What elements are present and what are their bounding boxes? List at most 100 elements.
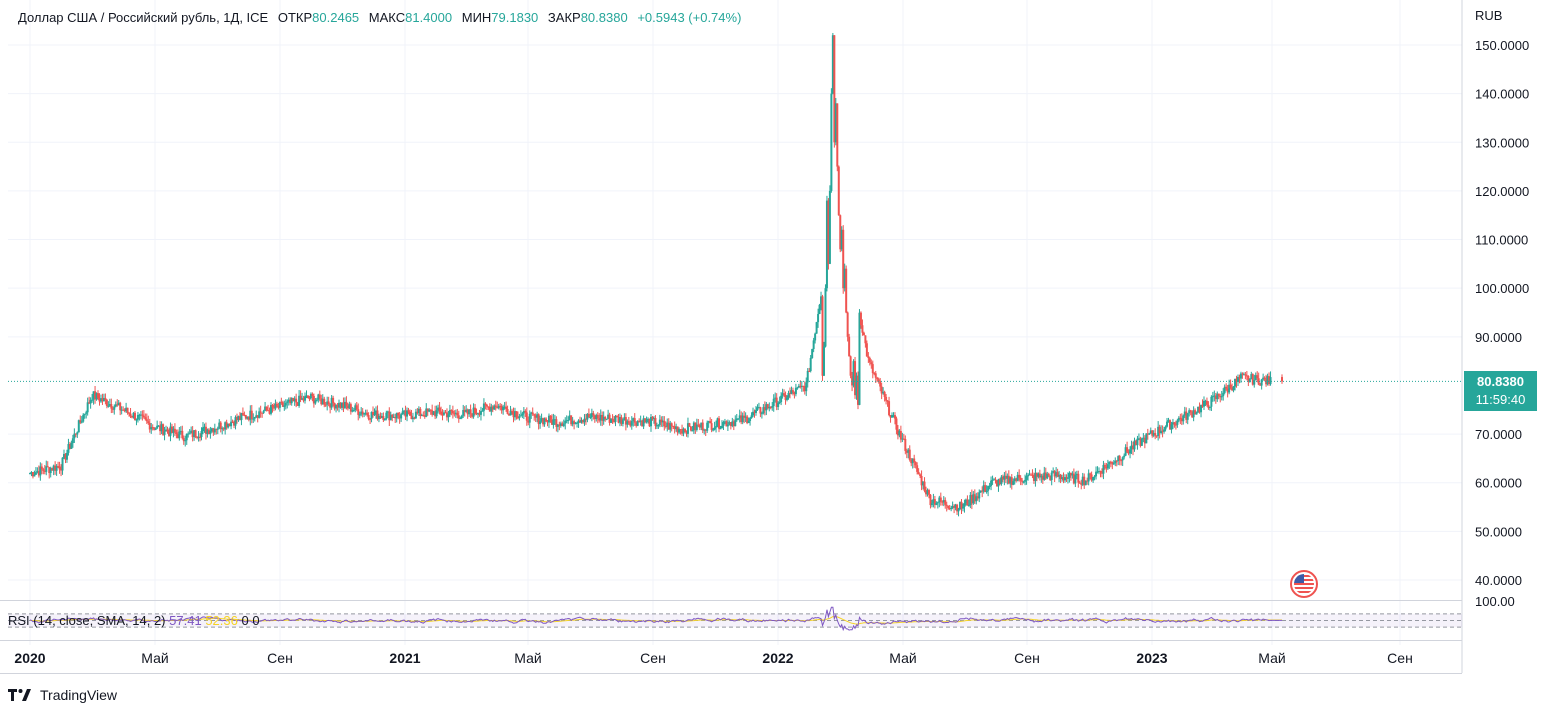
candle-body xyxy=(414,411,417,419)
candle-body xyxy=(1216,393,1219,400)
candle-body xyxy=(964,499,967,504)
candle-body xyxy=(661,420,664,423)
candle-body xyxy=(404,410,407,417)
candle-body xyxy=(292,397,295,402)
candle-body xyxy=(731,421,734,426)
candle-body xyxy=(743,415,746,418)
brand-logo[interactable]: TradingView xyxy=(8,687,117,703)
candle-body xyxy=(1031,474,1034,476)
candle-body xyxy=(63,453,66,458)
candle-body xyxy=(976,496,979,499)
candle-body xyxy=(765,404,768,411)
candle-body xyxy=(491,406,494,410)
close-label: ЗАКР xyxy=(547,10,581,25)
candle-body xyxy=(985,490,988,493)
candle-body xyxy=(200,431,203,438)
candle-body xyxy=(324,404,327,406)
symbol-title[interactable]: Доллар США / Российский рубль, 1Д, ICE xyxy=(18,10,269,25)
candle-body xyxy=(508,413,511,416)
candle-body xyxy=(397,412,400,416)
candle-body xyxy=(1075,473,1078,476)
candle-body xyxy=(1103,464,1106,467)
candle-body xyxy=(562,423,565,426)
candle-body xyxy=(876,377,879,380)
candle-body xyxy=(345,401,348,406)
candle-body xyxy=(547,415,550,423)
candle-body xyxy=(314,400,317,404)
time-tick-label: 2021 xyxy=(389,650,420,666)
candle-body xyxy=(1112,463,1115,465)
candle-body xyxy=(587,413,590,418)
candle-body xyxy=(790,390,793,394)
candle-body xyxy=(911,458,914,464)
candle-body xyxy=(1024,479,1027,482)
candle-body xyxy=(753,411,756,413)
candle-body xyxy=(144,417,147,420)
candle-body xyxy=(678,429,681,433)
candle-body xyxy=(518,416,521,418)
candle-body xyxy=(131,416,134,418)
candle-body xyxy=(604,416,607,420)
candle-body xyxy=(775,397,778,407)
time-tick-label: 2023 xyxy=(1136,650,1167,666)
candle-body xyxy=(806,370,809,383)
candle-body xyxy=(675,426,678,430)
candle-body xyxy=(660,419,663,423)
candle-body xyxy=(537,414,540,425)
candle-body xyxy=(567,420,570,422)
candle-body xyxy=(437,407,440,411)
candle-body xyxy=(264,406,267,411)
candle-body xyxy=(752,411,755,416)
candle-body xyxy=(1205,400,1208,405)
candle-body xyxy=(880,386,883,394)
candle-body xyxy=(246,417,249,419)
candle-body xyxy=(556,424,559,427)
candle-body xyxy=(1167,420,1170,422)
candle-body xyxy=(170,426,173,433)
candle-body xyxy=(410,415,413,420)
candle-body xyxy=(1197,406,1200,413)
candle-body xyxy=(922,481,925,486)
candle-body xyxy=(1186,413,1189,420)
candle-body xyxy=(1228,384,1231,393)
candle-body xyxy=(970,495,973,504)
candle-body xyxy=(1074,475,1077,484)
candle-body xyxy=(1185,411,1188,420)
candle-body xyxy=(1093,476,1096,478)
candle-body xyxy=(277,405,280,408)
candle-body xyxy=(672,426,675,428)
candle-body xyxy=(698,425,701,428)
candle-body xyxy=(1158,426,1161,433)
us-flag-icon[interactable] xyxy=(1290,570,1318,598)
candle-body xyxy=(206,429,209,434)
candle-body xyxy=(1213,395,1216,397)
rsi-legend[interactable]: RSI (14, close, SMA, 14, 2) 57.41 52.36 … xyxy=(8,613,260,628)
candle-body xyxy=(1098,471,1101,473)
candle-body xyxy=(201,427,204,432)
candle-body xyxy=(258,411,261,418)
candle-body xyxy=(595,415,598,420)
candle-body xyxy=(423,415,426,417)
candle-body xyxy=(296,402,299,406)
candle-body xyxy=(1059,474,1062,479)
candle-body xyxy=(584,418,587,420)
candle-body xyxy=(1089,473,1092,475)
candle-body xyxy=(471,413,474,417)
candle-body xyxy=(688,423,691,427)
candle-body xyxy=(1214,395,1217,400)
high-value: 81.4000 xyxy=(405,10,453,25)
candle-body xyxy=(1092,477,1095,481)
candle-body xyxy=(1123,455,1126,458)
candle-body xyxy=(237,416,240,420)
candle-body xyxy=(703,429,706,431)
candle-body xyxy=(54,465,57,471)
candle-body xyxy=(338,402,341,408)
candle-body xyxy=(827,200,830,264)
candle-body xyxy=(871,364,874,374)
candle-body xyxy=(679,429,682,431)
candle-body xyxy=(280,401,283,403)
candle-body xyxy=(503,406,506,408)
candle-body xyxy=(332,397,335,404)
candle-body xyxy=(620,417,623,424)
